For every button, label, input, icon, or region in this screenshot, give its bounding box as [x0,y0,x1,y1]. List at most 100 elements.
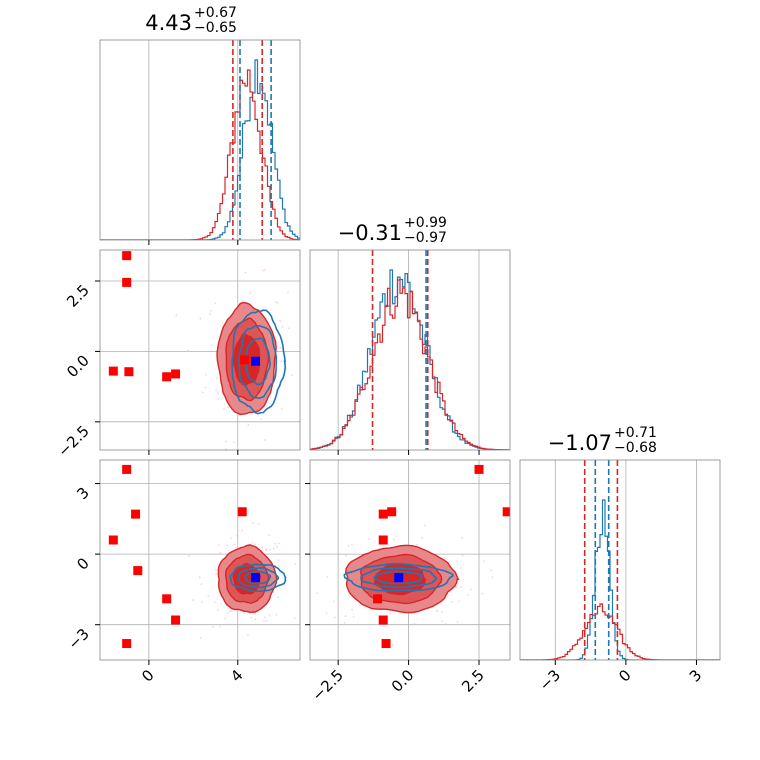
contour [229,563,287,592]
sample-point [456,560,459,563]
sample-point [207,595,210,597]
sample-point [209,313,212,316]
sample-point [247,424,250,426]
contour [343,562,454,592]
sample-point [264,439,266,441]
sample-point [217,393,220,395]
sample-point [303,606,305,608]
sample-point [276,596,279,599]
sample-point [278,421,281,423]
x-tick-label: 3 [686,666,705,685]
sample-point [415,543,418,546]
sample-point [210,344,213,347]
sample-point [276,545,278,548]
sample-point [301,436,303,438]
sample-point [212,626,214,628]
sample-point [254,543,257,546]
outlier-marker [131,509,141,519]
outlier-marker [122,251,132,261]
sample-point [216,609,219,611]
sample-point [275,613,278,616]
sample-point [241,529,243,532]
histogram-line [100,59,300,240]
sample-point [440,620,443,623]
sample-point [218,625,221,628]
sample-point [351,608,354,611]
sample-point [236,529,239,532]
contour [231,309,287,415]
sample-point [344,615,347,618]
sample-point [233,543,236,546]
x-tick-label: 0 [138,666,157,685]
sample-point [233,441,236,444]
sample-point [461,536,463,539]
sample-point [277,559,280,562]
sample-point [205,373,208,376]
outlier-marker [237,507,247,517]
sample-point [262,269,264,272]
contour [244,570,272,585]
sample-point [227,406,230,409]
sample-point [199,317,202,320]
sample-point [215,376,218,379]
x-tick-label: 0 [615,666,634,685]
outlier-marker [124,367,134,377]
sample-point [188,555,190,557]
sample-point [281,325,284,328]
sample-point [224,448,227,450]
outlier-marker [373,594,383,604]
sample-point [269,548,272,551]
sample-point [263,268,266,271]
sample-point [444,622,447,625]
sample-point [287,573,289,575]
y-tick-label: −3 [64,625,92,653]
sample-point [466,594,469,597]
panel-frame [99,249,301,451]
outlier-marker [122,639,132,649]
sample-point [456,620,459,623]
sample-point [287,291,289,294]
sample-point [204,386,207,389]
outlier-marker [108,535,118,545]
sample-point [358,605,361,607]
sample-point [440,611,443,614]
sample-point [279,319,282,322]
histogram-line [100,69,300,240]
sample-point [325,612,328,615]
sample-point [225,490,227,492]
histogram-line [310,279,510,450]
sample-point [264,616,267,619]
sample-point [483,560,486,563]
outlier-marker [108,366,118,376]
sample-point [455,586,458,588]
y-tick-label: 3 [73,484,92,503]
outlier-marker [502,507,510,517]
sample-point [265,549,267,551]
sample-point [279,346,282,349]
sample-point [490,569,493,572]
sample-point [215,389,217,392]
sample-point [481,592,484,595]
truth-marker [394,573,404,583]
sample-point [217,398,220,400]
sample-point [278,542,280,545]
sample-point [275,301,278,304]
outlier-marker [387,507,397,517]
x-tick-label: 4 [227,666,246,685]
panel-title-value: −0.31 [338,221,402,245]
sample-point [260,418,263,421]
sample-point [200,601,203,603]
outlier-marker [162,372,172,382]
sample-point [461,554,464,557]
sample-point [458,600,461,603]
joint-panel-1 [99,249,303,492]
panel-frame [99,459,301,661]
sample-point [470,588,472,591]
sample-point [235,547,238,549]
sample-point [247,634,249,637]
sample-point [326,576,329,578]
sample-point [198,576,201,579]
sample-point [280,360,283,363]
sample-point [459,567,462,569]
